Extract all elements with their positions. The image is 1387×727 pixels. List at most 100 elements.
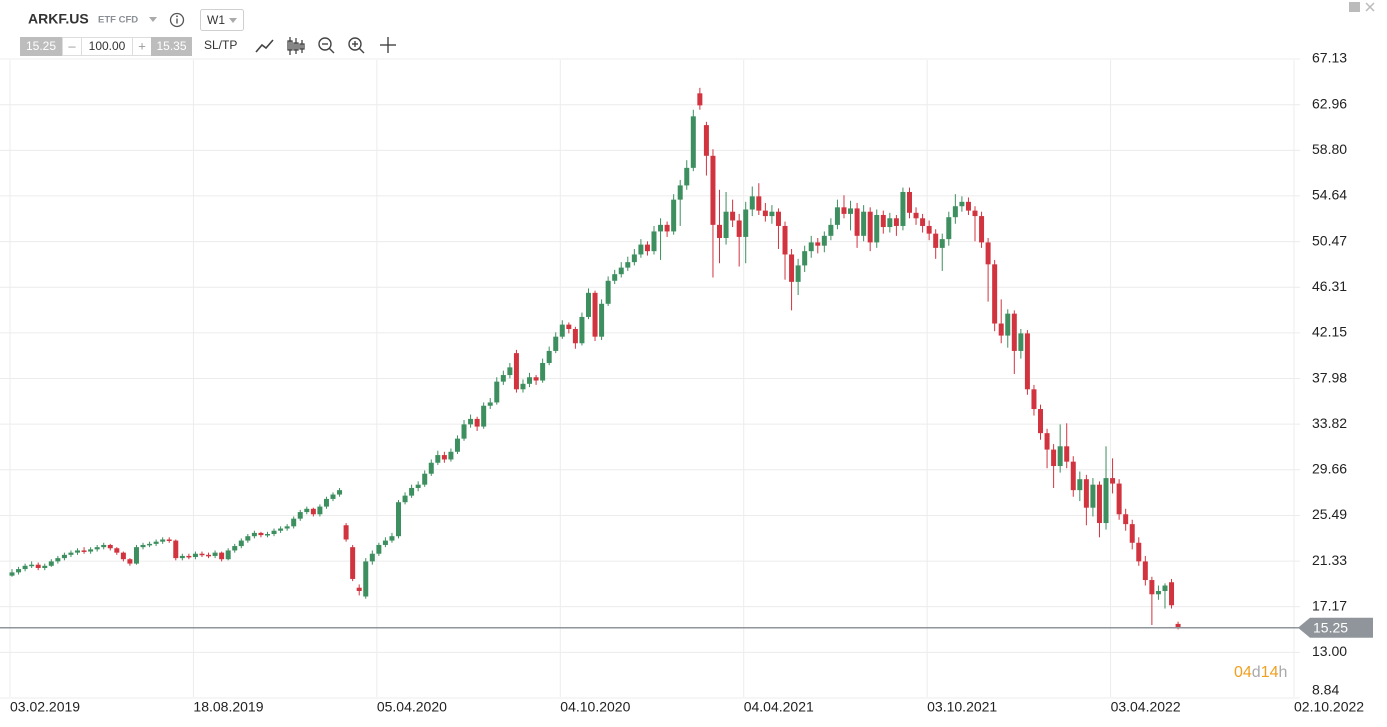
y-tick-label: 21.33 <box>1312 552 1347 568</box>
close-icon[interactable] <box>1365 2 1375 12</box>
candle-body <box>730 211 736 221</box>
candle-tool-icon[interactable] <box>287 37 305 55</box>
candle-body <box>834 207 840 225</box>
candle-body <box>848 208 854 214</box>
candle-body <box>1038 409 1044 434</box>
candle-body <box>762 210 768 217</box>
candle-body <box>448 451 454 460</box>
candle-body <box>94 547 100 550</box>
minimize-icon[interactable] <box>1349 2 1360 12</box>
grid <box>0 58 1300 699</box>
candle-body <box>402 495 408 503</box>
candle-body <box>291 518 297 527</box>
symbol[interactable]: ARKF.US <box>28 11 89 27</box>
candle-body <box>278 528 284 531</box>
candle-body <box>179 555 185 559</box>
zoom-in-icon[interactable] <box>348 37 365 54</box>
candle-body <box>22 565 28 570</box>
sell-button[interactable] <box>20 37 62 56</box>
line-tool-icon[interactable] <box>255 39 274 53</box>
candle-body <box>1051 449 1057 467</box>
countdown-part: h <box>1279 664 1288 681</box>
timeframe-select[interactable] <box>200 9 244 31</box>
x-tick-label: 18.08.2019 <box>193 699 263 715</box>
buy-button[interactable] <box>151 37 192 56</box>
timeframe-arrow <box>229 18 237 23</box>
candle-body <box>1169 582 1175 606</box>
candle-body <box>29 564 35 567</box>
y-tick-label: 25.49 <box>1312 506 1347 522</box>
candle-body <box>985 242 991 265</box>
candle-body <box>690 116 696 168</box>
candle-body <box>992 264 998 324</box>
info-icon-dot <box>176 15 178 18</box>
candle-body <box>769 211 775 217</box>
candle-body <box>684 167 690 186</box>
candle-body <box>481 405 487 427</box>
info-icon[interactable] <box>169 12 185 28</box>
y-tick-label: 42.15 <box>1312 324 1347 340</box>
candle-body <box>795 265 801 282</box>
candle-body <box>828 224 834 236</box>
candle-body <box>1116 483 1122 515</box>
candle-body <box>1083 479 1089 508</box>
candle-body <box>566 324 572 330</box>
candle-body <box>546 350 552 363</box>
candle-body <box>376 544 382 554</box>
candle-body <box>887 218 893 228</box>
countdown-part: d <box>1252 664 1261 681</box>
pan-icon[interactable] <box>380 37 396 53</box>
zoom-out-icon[interactable] <box>318 37 335 54</box>
candle-body <box>723 211 729 239</box>
plus: + <box>138 38 146 53</box>
candle-body <box>710 155 716 225</box>
candle-body <box>48 561 54 566</box>
x-tick-label: 05.04.2020 <box>377 699 447 715</box>
candle-body <box>906 191 912 213</box>
candle-body <box>441 455 447 460</box>
candle-body <box>350 547 356 579</box>
sell-price: 15.25 <box>26 39 56 53</box>
candle-body <box>238 540 244 547</box>
candle-body <box>219 552 225 560</box>
candle-body <box>1064 446 1070 462</box>
candle-body <box>310 508 316 515</box>
candle-body <box>133 547 139 564</box>
candle-body <box>507 367 513 376</box>
candle-body <box>671 199 677 232</box>
candle-body <box>605 280 611 304</box>
candle-body <box>579 316 585 344</box>
y-tick-label: 17.17 <box>1312 597 1347 613</box>
candle-body <box>874 214 880 243</box>
candle-body <box>559 324 565 337</box>
candle-body <box>284 526 290 529</box>
candle-body <box>802 251 808 266</box>
x-tick-label: 03.10.2021 <box>927 699 997 715</box>
candle-body <box>854 208 860 236</box>
dropdown-arrow[interactable] <box>149 17 157 22</box>
candle-body <box>592 292 598 337</box>
candle-body <box>618 267 624 275</box>
candle-body <box>343 525 349 540</box>
candle-body <box>1142 561 1148 581</box>
candle-body <box>415 484 421 488</box>
y-tick-label: 8.84 <box>1312 682 1339 698</box>
candle-body <box>81 550 87 552</box>
candle-body <box>500 375 506 382</box>
sl-tp[interactable]: SL/TP <box>204 38 237 52</box>
buy-price: 15.35 <box>156 39 186 53</box>
candle-body <box>127 559 133 564</box>
candle-body <box>474 418 480 427</box>
candle-body <box>382 540 388 545</box>
y-tick-label: 62.96 <box>1312 95 1347 111</box>
current-price-tag <box>1298 617 1373 638</box>
candle-body <box>75 550 81 553</box>
candle-body <box>979 216 985 243</box>
y-tick-label: 13.00 <box>1312 643 1347 659</box>
candle-body <box>1123 514 1129 525</box>
candle-body <box>212 552 218 556</box>
x-tick-label: 03.04.2022 <box>1111 699 1181 715</box>
x-tick-label: 04.04.2021 <box>744 699 814 715</box>
candle-body <box>926 225 932 234</box>
candle-body <box>1096 484 1102 524</box>
